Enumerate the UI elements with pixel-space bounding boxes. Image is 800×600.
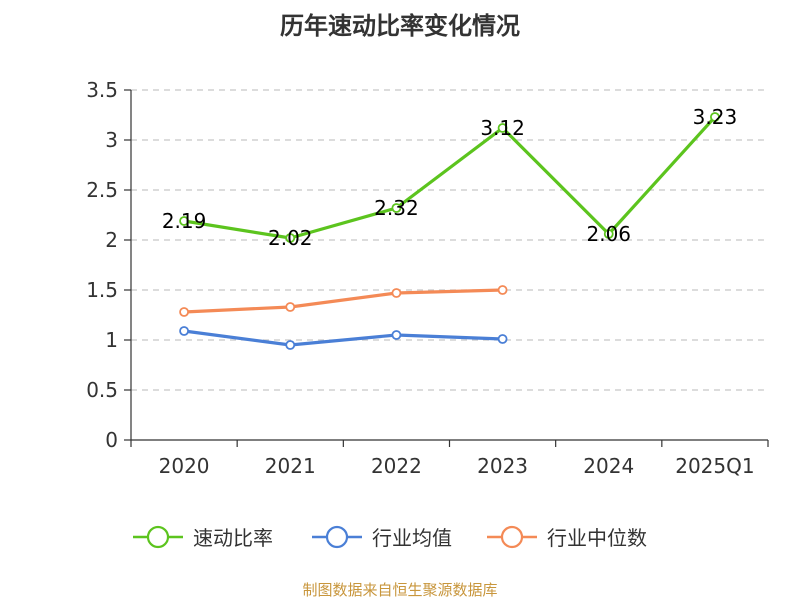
y-tick-label: 3 xyxy=(105,128,118,152)
data-point xyxy=(179,326,189,336)
source-footer: 制图数据来自恒生聚源数据库 xyxy=(302,581,497,599)
y-tick-label: 2.5 xyxy=(86,178,118,202)
data-label: 2.19 xyxy=(162,209,207,233)
data-point xyxy=(179,307,189,317)
data-point xyxy=(285,302,296,312)
legend-label: 行业均值 xyxy=(372,526,452,550)
legend: 速动比率 行业均值 行业中位数 xyxy=(133,525,647,550)
series-line xyxy=(183,115,717,240)
data-point xyxy=(179,216,189,226)
data-label: 2.32 xyxy=(374,196,419,220)
data-point xyxy=(391,288,402,298)
x-tick-label: 2020 xyxy=(159,454,210,478)
axes: 0 0.5 1 1.5 2 2.5 3 3.5 2020 2021 2022 2023 2024 2025… xyxy=(86,78,769,478)
legend-label: 速动比率 xyxy=(193,526,273,550)
y-tick-label: 3.5 xyxy=(86,78,118,102)
y-tick-label: 2 xyxy=(105,228,118,252)
data-point xyxy=(285,340,296,350)
x-tick-label: 2023 xyxy=(477,454,528,478)
data-point xyxy=(497,285,508,295)
series-line xyxy=(183,329,503,347)
data-point xyxy=(497,334,508,344)
data-label: 2.06 xyxy=(586,222,631,246)
y-tick-label: 1.5 xyxy=(86,278,118,302)
data-point xyxy=(285,233,296,243)
chart-title: 历年速动比率变化情况 xyxy=(280,12,520,40)
series-line xyxy=(184,288,503,314)
data-label: 2.02 xyxy=(268,226,313,250)
series xyxy=(179,112,720,350)
grid xyxy=(131,89,768,391)
legend-marker xyxy=(146,525,170,549)
data-point xyxy=(710,112,720,122)
x-tick-label: 2025Q1 xyxy=(675,454,754,478)
data-point xyxy=(391,330,402,340)
data-label: 3.12 xyxy=(480,116,525,140)
data-point xyxy=(391,203,402,213)
data-point xyxy=(497,123,508,133)
x-tick-label: 2022 xyxy=(371,454,422,478)
data-point xyxy=(603,229,614,239)
y-tick-label: 1 xyxy=(105,328,118,352)
legend-marker xyxy=(500,525,524,549)
y-tick-label: 0.5 xyxy=(86,378,118,402)
data-label: 3.23 xyxy=(693,105,738,129)
y-tick-label: 0 xyxy=(105,428,118,452)
legend-marker xyxy=(325,525,349,549)
legend-label: 行业中位数 xyxy=(547,526,647,550)
x-tick-label: 2021 xyxy=(265,454,316,478)
data-labels: 2.19 2.02 2.32 3.12 2.06 3.23 xyxy=(162,105,737,250)
x-tick-label: 2024 xyxy=(583,454,634,478)
